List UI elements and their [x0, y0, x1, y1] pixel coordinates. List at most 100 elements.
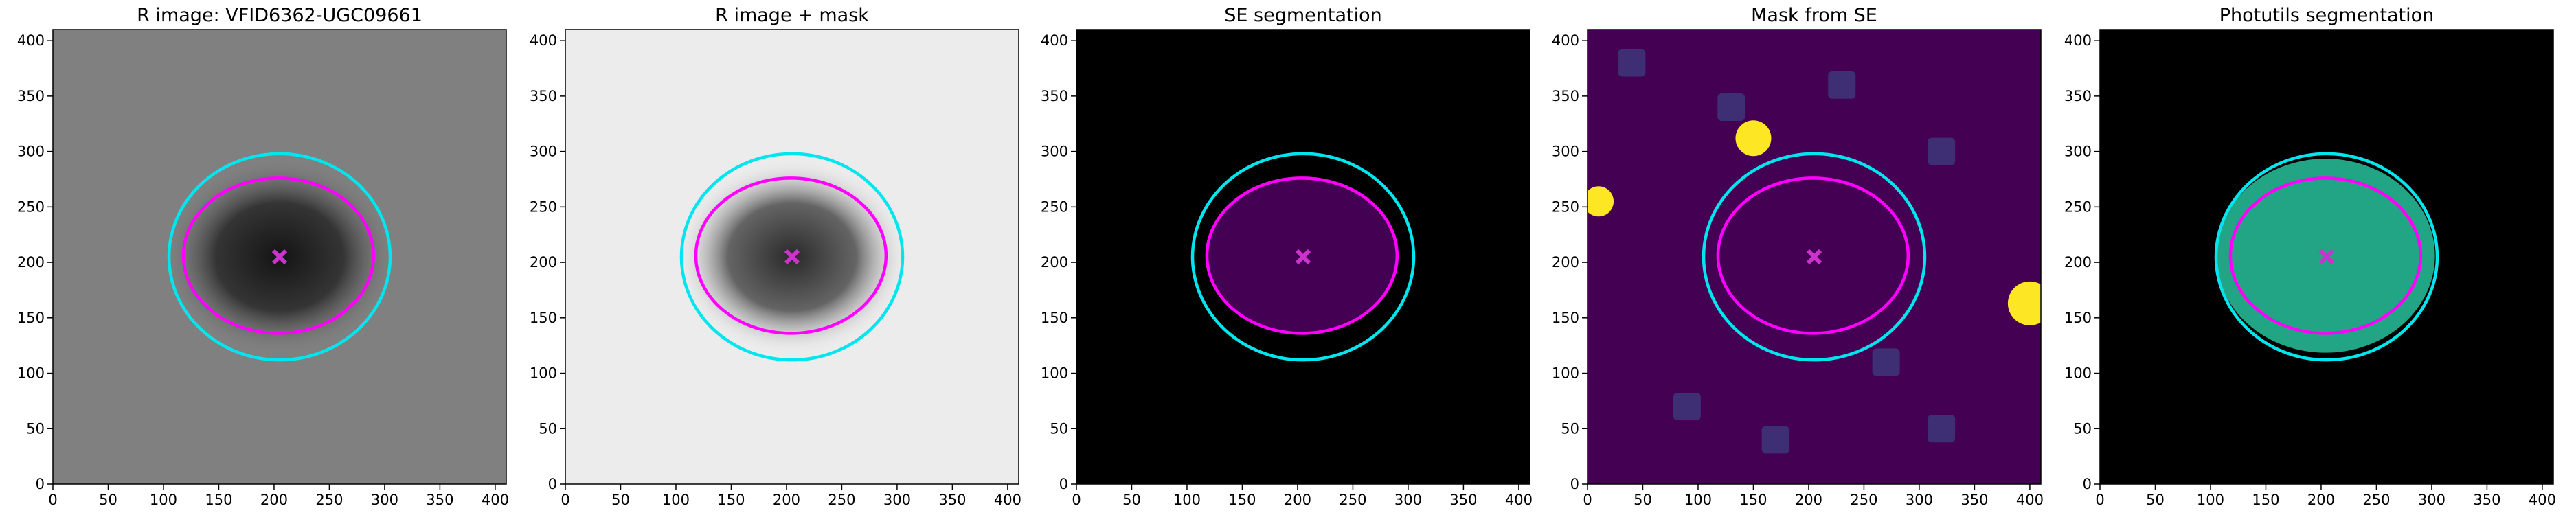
ellipse — [679, 152, 905, 362]
y-tick-label: 400 — [1552, 32, 1579, 49]
y-tick-label: 300 — [17, 144, 45, 160]
x-tick-label: 350 — [1449, 492, 1477, 508]
panel: R image + mask 0 50 100 150 200 250 300 350 400 0 5… — [530, 5, 1021, 508]
y-tick-label: 50 — [1561, 420, 1579, 437]
y-tick-label: 150 — [17, 310, 45, 326]
mask-blob — [1735, 120, 1772, 157]
center-marker — [271, 249, 288, 265]
y-tick-label: 400 — [530, 32, 557, 49]
x-tick-label: 0 — [1072, 492, 1081, 508]
x-tick-label: 150 — [1228, 492, 1256, 508]
panel: R image: VFID6362-UGC09661 0 50 100 150 200 25… — [17, 5, 509, 508]
x-tick-label: 250 — [1850, 492, 1877, 508]
y-tick-label: 200 — [17, 254, 45, 271]
x-tick-label: 350 — [426, 492, 453, 508]
x-tick-label: 400 — [482, 492, 509, 508]
panel-title: SE segmentation — [1224, 5, 1381, 26]
x-tick-label: 300 — [883, 492, 911, 508]
image — [565, 30, 1019, 484]
y-tick-label: 250 — [1041, 198, 1068, 215]
x-tick-label: 100 — [662, 492, 690, 508]
y-tick-label: 50 — [1050, 420, 1068, 437]
ellipse — [2214, 152, 2439, 362]
y-tick-label: 300 — [1552, 144, 1579, 160]
x-tick-label: 50 — [611, 492, 630, 508]
center-marker — [1806, 249, 1822, 265]
y-tick-label: 350 — [1552, 88, 1579, 104]
x-tick-label: 100 — [150, 492, 177, 508]
ellipse — [1205, 176, 1399, 335]
panel: Mask from SE 0 50 100 150 200 250 300 350 400 0 50 1… — [1552, 5, 2044, 508]
x-tick-label: 150 — [205, 492, 232, 508]
y-tick-label: 150 — [530, 310, 557, 326]
x-tick-label: 200 — [1795, 492, 1822, 508]
image — [53, 30, 506, 484]
y-tick-label: 100 — [530, 365, 557, 382]
y-tick-label: 350 — [1041, 88, 1068, 104]
mask-square — [1928, 415, 1956, 443]
x-tick-label: 50 — [1122, 492, 1141, 508]
ellipse — [694, 176, 888, 335]
image — [2100, 30, 2553, 484]
ellipse — [1702, 152, 1927, 362]
y-tick-label: 0 — [1570, 476, 1579, 492]
x-tick-label: 250 — [315, 492, 343, 508]
x-tick-label: 200 — [2307, 492, 2335, 508]
x-tick-label: 200 — [260, 492, 288, 508]
x-tick-label: 50 — [1634, 492, 1652, 508]
x-tick-label: 350 — [2473, 492, 2500, 508]
y-tick-label: 200 — [1552, 254, 1579, 271]
ellipse — [2228, 176, 2423, 335]
y-tick-label: 100 — [1041, 365, 1068, 382]
y-tick-label: 250 — [2064, 198, 2092, 215]
y-tick-label: 400 — [2064, 32, 2092, 49]
y-tick-label: 350 — [2064, 88, 2092, 104]
y-tick-label: 400 — [17, 32, 45, 49]
mask-square — [1618, 49, 1646, 77]
mask-square — [1872, 348, 1900, 376]
x-tick-label: 250 — [828, 492, 855, 508]
center-marker — [1295, 249, 1311, 265]
x-tick-label: 150 — [1739, 492, 1767, 508]
mask-square — [1717, 93, 1745, 122]
center-marker — [784, 249, 800, 265]
y-tick-label: 50 — [2073, 420, 2092, 437]
image — [1588, 30, 2041, 484]
x-tick-label: 300 — [1394, 492, 1422, 508]
x-tick-label: 300 — [1906, 492, 1933, 508]
x-tick-label: 250 — [2362, 492, 2390, 508]
panel: Photutils segmentation 0 50 100 150 200 250 300… — [2064, 5, 2556, 508]
panel-title: R image + mask — [715, 5, 869, 26]
mask-square — [1673, 392, 1701, 420]
center-marker — [2318, 249, 2335, 265]
mask-square — [1761, 426, 1789, 454]
x-tick-label: 400 — [2016, 492, 2044, 508]
x-tick-label: 200 — [1284, 492, 1311, 508]
x-tick-label: 400 — [1505, 492, 1533, 508]
x-tick-label: 0 — [1583, 492, 1592, 508]
x-tick-label: 0 — [48, 492, 57, 508]
panel-title: R image: VFID6362-UGC09661 — [137, 5, 422, 26]
y-tick-label: 300 — [2064, 144, 2092, 160]
axes-frame — [565, 29, 1019, 485]
y-tick-label: 200 — [530, 254, 557, 271]
panel-title: Mask from SE — [1751, 5, 1877, 26]
y-tick-label: 250 — [530, 198, 557, 215]
y-tick-label: 300 — [530, 144, 557, 160]
y-tick-label: 350 — [530, 88, 557, 104]
x-tick-label: 400 — [994, 492, 1021, 508]
y-tick-label: 50 — [26, 420, 45, 437]
x-tick-label: 50 — [2146, 492, 2165, 508]
x-tick-label: 400 — [2529, 492, 2556, 508]
x-tick-label: 200 — [773, 492, 800, 508]
y-tick-label: 0 — [548, 476, 557, 492]
image — [1076, 30, 1530, 484]
y-tick-label: 250 — [1552, 198, 1579, 215]
y-tick-label: 100 — [2064, 365, 2092, 382]
y-tick-label: 100 — [17, 365, 45, 382]
y-tick-label: 200 — [1041, 254, 1068, 271]
axes-frame — [1076, 29, 1530, 485]
ellipse — [181, 176, 376, 335]
x-tick-label: 0 — [561, 492, 569, 508]
y-tick-label: 200 — [2064, 254, 2092, 271]
